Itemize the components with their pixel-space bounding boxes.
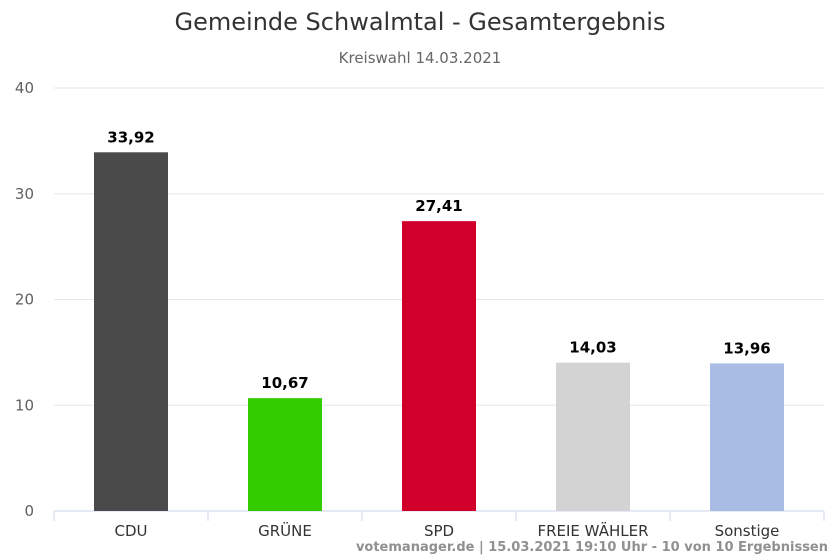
bar[interactable] (556, 362, 630, 511)
data-label: 14,03 (569, 339, 616, 357)
data-label: 10,67 (261, 374, 308, 392)
data-label: 13,96 (723, 339, 770, 357)
data-label: 33,92 (107, 128, 154, 146)
x-category-label: CDU (114, 522, 147, 540)
y-tick-label: 0 (24, 502, 34, 520)
y-tick-label: 30 (15, 185, 34, 203)
bar[interactable] (402, 221, 476, 511)
chart-subtitle: Kreiswahl 14.03.2021 (338, 49, 502, 67)
bar[interactable] (94, 152, 168, 511)
data-label: 27,41 (415, 197, 462, 215)
y-tick-label: 40 (15, 79, 34, 97)
bar[interactable] (710, 363, 784, 511)
x-category-label: Sonstige (715, 522, 780, 540)
credits-text[interactable]: votemanager.de | 15.03.2021 19:10 Uhr - … (355, 540, 828, 555)
chart-title: Gemeinde Schwalmtal - Gesamtergebnis (174, 8, 666, 36)
x-category-label: GRÜNE (258, 521, 312, 540)
x-category-label: SPD (424, 522, 454, 540)
y-tick-label: 10 (15, 396, 34, 414)
bar[interactable] (248, 398, 322, 511)
x-category-label: FREIE WÄHLER (537, 521, 648, 540)
y-tick-label: 20 (15, 291, 34, 309)
